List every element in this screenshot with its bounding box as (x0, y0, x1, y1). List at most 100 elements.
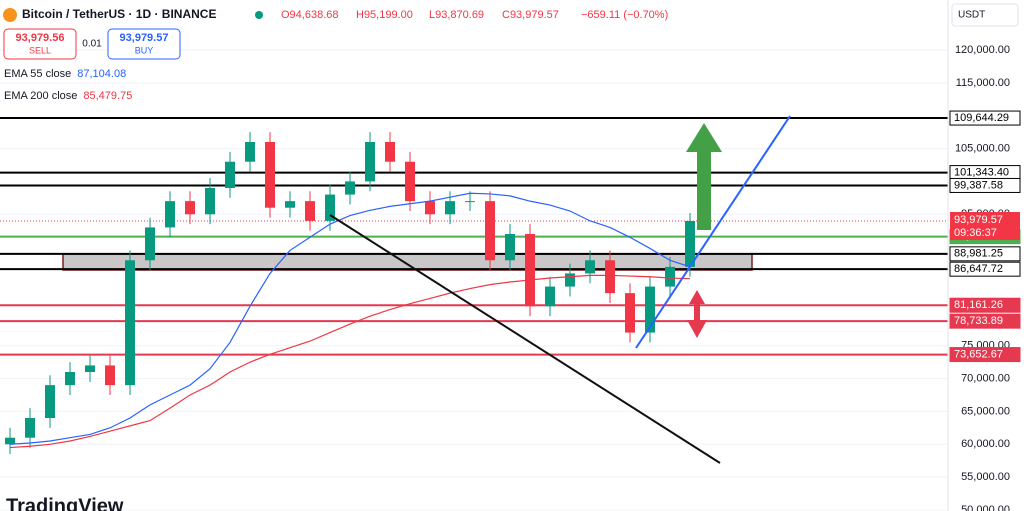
candle-body (125, 260, 135, 386)
spread: 0.01 (82, 39, 102, 50)
zone (62, 253, 753, 271)
candle-body (5, 437, 15, 445)
currency-button[interactable] (951, 3, 1019, 27)
level-label: 109,644.29 (954, 112, 1009, 124)
ohlc-open: O94,638.68 (281, 9, 339, 21)
level-label: 99,387.58 (954, 179, 1003, 191)
ohlc-change: −659.11 (−0.70%) (581, 9, 668, 21)
candle-body (325, 194, 335, 221)
level-tag (949, 110, 1021, 126)
level-label: 88,981.25 (954, 248, 1003, 260)
candle-body (165, 201, 175, 228)
arrow-down (694, 302, 700, 322)
candle-body (605, 260, 615, 294)
candle-body (425, 201, 435, 215)
ohlc-close: C93,979.57 (502, 9, 559, 21)
trendline (635, 115, 791, 349)
plot (5, 132, 695, 455)
candle-body (485, 201, 495, 261)
arrow-up (697, 150, 711, 230)
candle-body (405, 161, 415, 202)
countdown: 09:36:37 (954, 227, 997, 239)
level-tag (949, 246, 1021, 262)
buy-price: 93,979.57 (120, 32, 169, 44)
candle-body (285, 201, 295, 208)
brand: TradingView (6, 495, 124, 511)
buy-button[interactable] (107, 28, 181, 60)
trendline (329, 214, 721, 464)
candle-body (665, 266, 675, 287)
candle-body (565, 273, 575, 287)
candle-body (445, 201, 455, 215)
candle-body (265, 142, 275, 208)
y-tick-label: 115,000.00 (956, 77, 1010, 89)
indicator-name: EMA 200 close (4, 90, 77, 102)
indicator-value: 87,104.08 (77, 68, 126, 80)
candle-body (245, 142, 255, 162)
buy-label: BUY (135, 45, 154, 55)
indicator-name: EMA 55 close (4, 68, 71, 80)
candle-body (685, 220, 695, 267)
y-tick-label: 55,000.00 (961, 471, 1010, 483)
ema-line (9, 192, 691, 445)
sell-button[interactable] (3, 28, 77, 60)
candle-body (205, 188, 215, 215)
y-tick-label: 50,000.00 (961, 504, 1010, 511)
level-label: 101,343.40 (954, 167, 1009, 179)
price-labels: 109,644.29101,343.4099,387.5891,596.3288… (949, 110, 1021, 363)
level-label: 81,161.26 (954, 299, 1003, 311)
level-label: 86,647.72 (954, 263, 1003, 275)
candle-body (505, 234, 515, 261)
symbol: Bitcoin / TetherUS · 1D · BINANCE (22, 7, 216, 21)
candle-body (625, 293, 635, 333)
last-price-label: 93,979.57 (954, 214, 1003, 226)
y-tick-label: 70,000.00 (961, 372, 1010, 384)
status-dot (255, 11, 263, 19)
ohlc-high: H95,199.00 (356, 9, 413, 21)
level-label: 73,652.67 (954, 348, 1003, 360)
levels (0, 117, 948, 356)
coin-icon (3, 8, 17, 22)
level-tag (949, 313, 1021, 329)
y-tick-label: 105,000.00 (955, 142, 1010, 154)
candle-body (185, 201, 195, 215)
sell-label: SELL (29, 45, 51, 55)
candle-body (305, 201, 315, 221)
candle-body (465, 201, 475, 203)
candle-body (145, 227, 155, 261)
ohlc-low: L93,870.69 (429, 9, 484, 21)
candle-body (585, 260, 595, 274)
candle-body (365, 142, 375, 182)
grid (0, 49, 948, 511)
candle-body (25, 418, 35, 438)
candle-body (65, 372, 75, 386)
candle-body (525, 234, 535, 307)
candle-body (225, 161, 235, 188)
indicator-value: 85,479.75 (83, 90, 132, 102)
y-tick-label: 65,000.00 (961, 405, 1010, 417)
level-tag (949, 261, 1021, 277)
currency: USDT (958, 10, 985, 21)
candle-body (345, 181, 355, 195)
candle-body (545, 286, 555, 307)
level-label: 78,733.89 (954, 315, 1003, 327)
y-tick-label: 60,000.00 (961, 438, 1010, 450)
last-price-tag (950, 211, 1020, 240)
sell-price: 93,979.56 (16, 32, 65, 44)
level-tag (949, 347, 1021, 363)
arrow-down (687, 320, 707, 338)
level-tag (949, 177, 1021, 193)
candle-body (385, 142, 395, 162)
arrow-up (686, 123, 722, 152)
arrow-down (689, 290, 705, 304)
y-tick-label: 120,000.00 (955, 44, 1010, 56)
candle-body (645, 286, 655, 333)
candle-body (105, 365, 115, 386)
candle-body (85, 365, 95, 372)
ema-line (9, 274, 691, 449)
candle-body (45, 385, 55, 418)
level-tag (949, 297, 1021, 313)
